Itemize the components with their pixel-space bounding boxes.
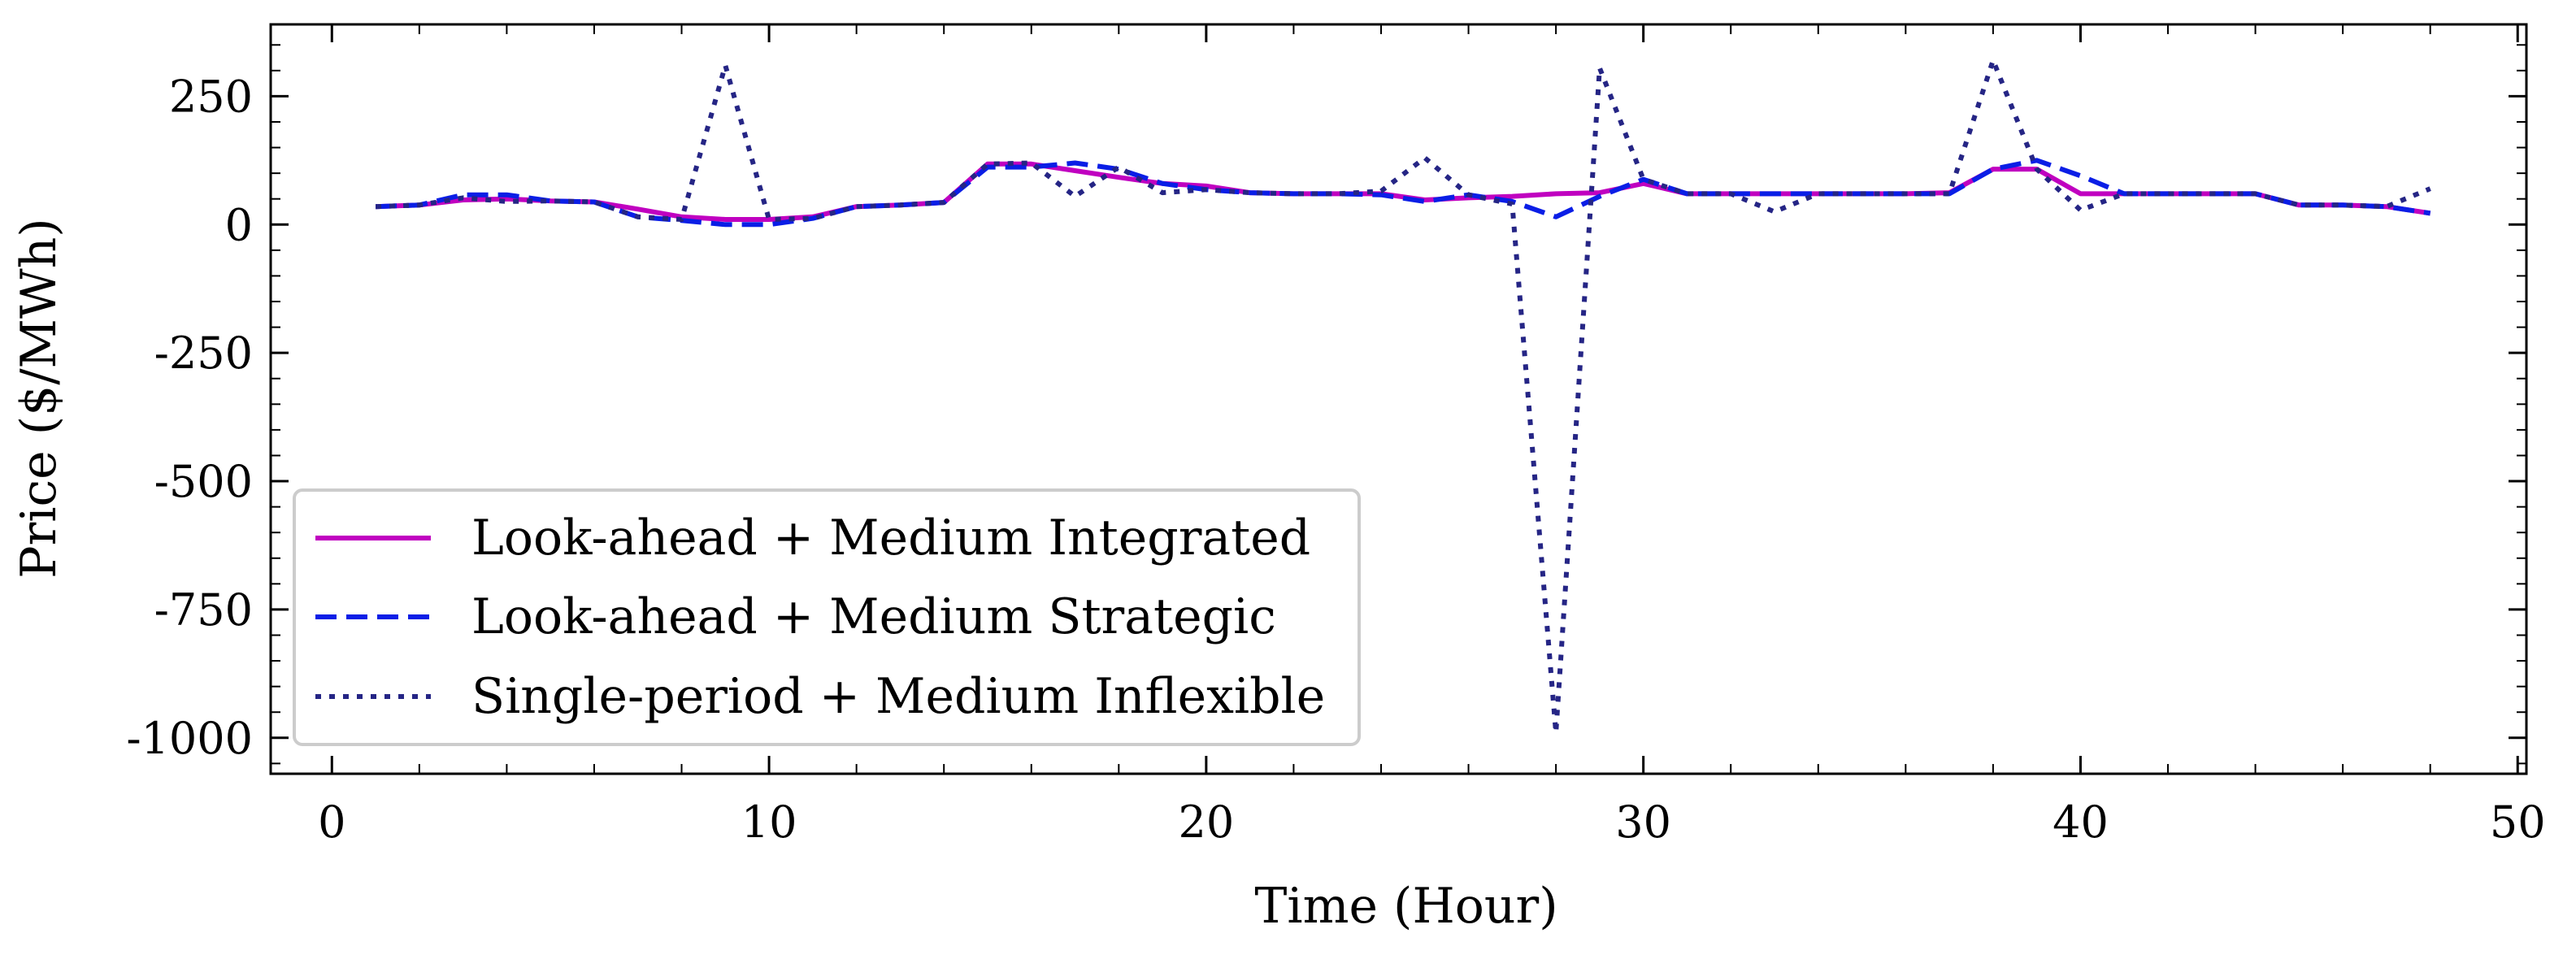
y-tick-label: -1000 [126,713,253,764]
x-tick-label: 20 [1179,797,1235,848]
x-tick-label: 10 [741,797,797,848]
y-axis-label: Price ($/MWh) [11,218,67,578]
y-tick-label: 250 [169,71,253,122]
tick-label-layer: 0 10 20 30 40 50 250 0 -250 -500 -750 -1000 [126,71,2545,848]
x-tick-label: 0 [318,797,345,848]
legend: Look-ahead + Medium Integrated Look-ahea… [293,488,1361,746]
series-line-1 [375,161,2431,222]
series-line-3 [375,58,2431,736]
series-layer [375,58,2431,736]
legend-label-integrated: Look-ahead + Medium Integrated [471,510,1310,566]
y-tick-label: -750 [154,584,253,636]
series-line-2 [375,158,2431,228]
y-tick-label: -500 [154,456,253,507]
x-axis-label: Time (Hour) [1254,878,1557,935]
x-tick-label: 50 [2490,797,2546,848]
plot-frame [269,23,2528,775]
y-tick-label: -250 [154,328,253,379]
x-tick-label: 30 [1615,797,1671,848]
tick-layer [271,24,2526,774]
legend-label-strategic: Look-ahead + Medium Strategic [471,588,1276,645]
x-tick-label: 40 [2053,797,2109,848]
legend-label-inflexible: Single-period + Medium Inflexible [471,668,1325,725]
legend-box [293,488,1361,746]
y-tick-label: 0 [225,199,253,250]
